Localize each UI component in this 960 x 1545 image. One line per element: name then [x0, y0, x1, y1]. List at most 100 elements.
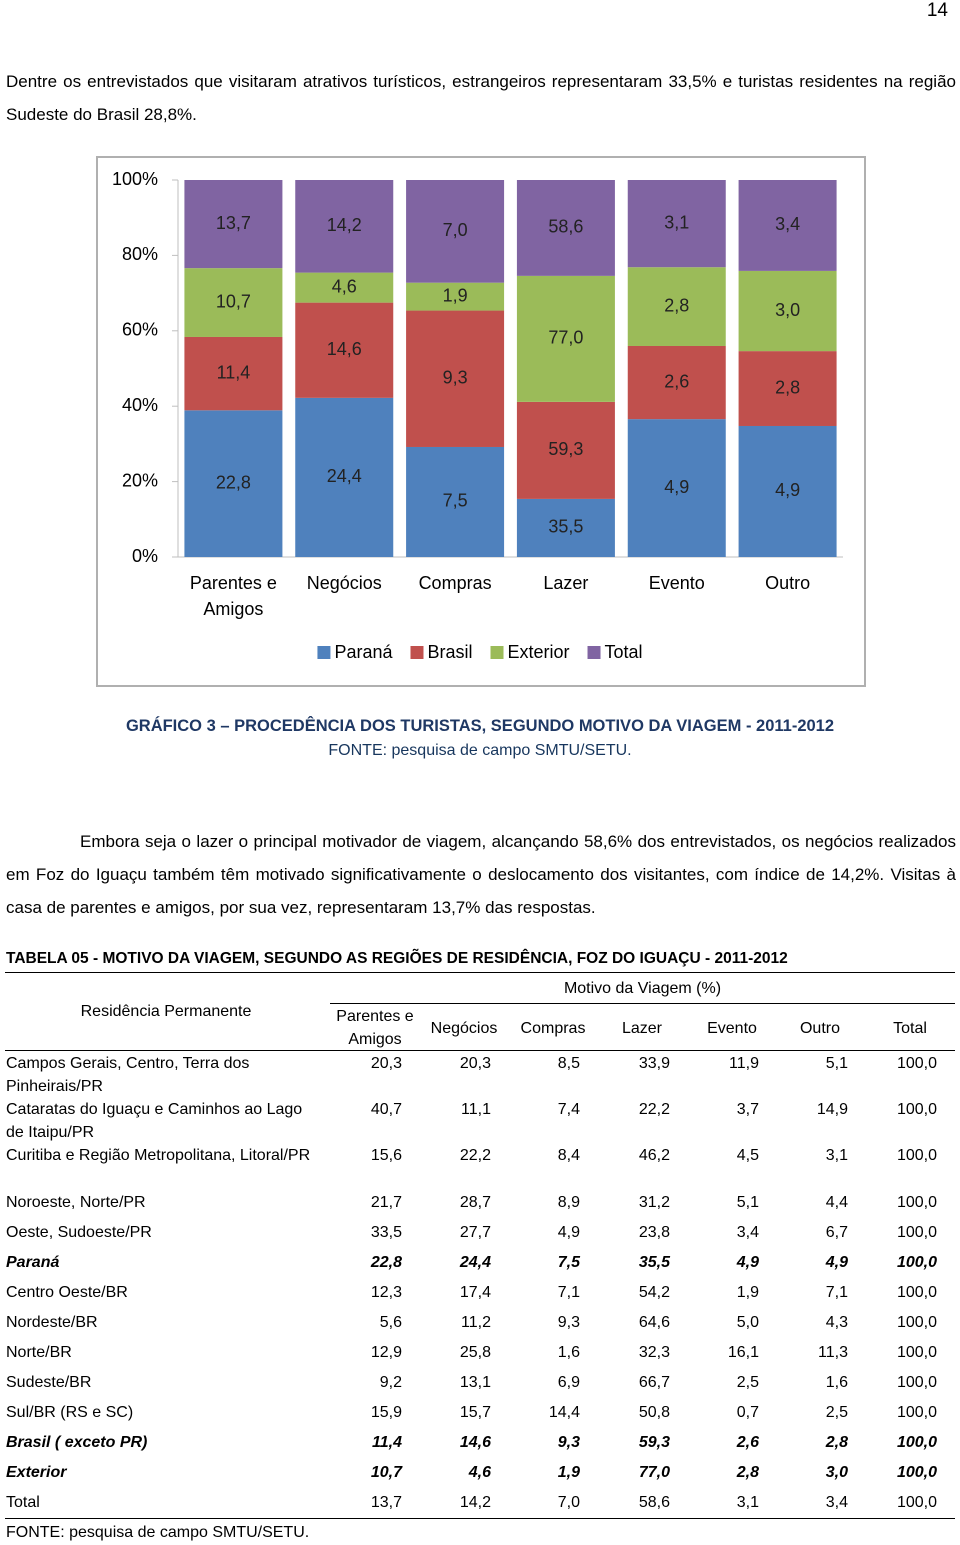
value-label: 14,2 [327, 215, 362, 235]
column-header: Lazer [621, 1020, 663, 1037]
cell-value: 15,9 [370, 1404, 402, 1421]
bar-segment [406, 282, 505, 311]
y-tick-label: 40% [122, 395, 158, 415]
cell-value: 100,0 [896, 1194, 937, 1211]
row-label: Norte/BR [6, 1344, 72, 1361]
cell-value: 3,1 [825, 1147, 848, 1164]
column-header: Negócios [430, 1020, 498, 1037]
value-label: 58,6 [548, 217, 583, 237]
cell-value: 11,4 [372, 1434, 402, 1451]
cell-value: 100,0 [896, 1464, 937, 1481]
bar-segment [738, 351, 837, 426]
value-label: 4,9 [664, 477, 689, 497]
cell-value: 54,2 [638, 1284, 670, 1301]
bar-segment [627, 267, 726, 346]
cell-value: 7,1 [557, 1284, 580, 1301]
bar-segment [295, 397, 394, 557]
cell-value: 31,2 [638, 1194, 670, 1211]
legend-label: Paraná [334, 642, 393, 662]
bar-segment [295, 180, 394, 273]
cell-value: 100,0 [896, 1055, 937, 1072]
value-label: 4,9 [775, 480, 800, 500]
cell-value: 2,6 [736, 1434, 759, 1451]
cell-value: 4,5 [736, 1147, 759, 1164]
cell-value: 8,9 [557, 1194, 580, 1211]
bar-segment [738, 180, 837, 271]
cell-value: 1,6 [825, 1374, 848, 1391]
value-label: 77,0 [548, 328, 583, 348]
cell-value: 8,4 [557, 1147, 580, 1164]
value-label: 3,1 [664, 212, 689, 232]
cell-value: 100,0 [896, 1101, 937, 1118]
legend-swatch [317, 646, 331, 659]
row-label: Noroeste, Norte/PR [6, 1194, 146, 1211]
rule [5, 972, 955, 973]
page-number: 14 [926, 0, 948, 21]
cell-value: 8,5 [557, 1055, 580, 1072]
row-label: Paraná [6, 1254, 60, 1271]
cell-value: 9,3 [557, 1434, 580, 1451]
cell-value: 17,4 [459, 1284, 491, 1301]
rule [5, 1050, 955, 1051]
cell-value: 3,4 [736, 1224, 759, 1241]
x-tick-label: Compras [418, 573, 492, 593]
cell-value: 1,6 [557, 1344, 580, 1361]
cell-value: 25,8 [459, 1344, 491, 1361]
bar-segment [627, 180, 726, 268]
cell-value: 11,3 [818, 1344, 848, 1361]
rule [330, 1003, 955, 1004]
cell-value: 3,7 [736, 1101, 759, 1118]
x-tick-label: Outro [765, 573, 811, 593]
cell-value: 77,0 [638, 1464, 670, 1481]
cell-value: 100,0 [896, 1284, 937, 1301]
value-label: 1,9 [443, 285, 468, 305]
legend-swatch [410, 646, 424, 659]
value-label: 24,4 [327, 466, 362, 486]
y-tick-label: 60% [122, 320, 158, 340]
cell-value: 7,4 [557, 1101, 580, 1118]
cell-value: 11,1 [461, 1101, 491, 1118]
chart: 0% 20% 40% 60% 80% 100% 22,8 11,4 10,7 13,7 24,4 14… [96, 156, 866, 687]
cell-value: 3,0 [825, 1464, 848, 1481]
y-tick-label: 80% [122, 244, 158, 264]
cell-value: 22,8 [370, 1254, 402, 1271]
row-label: Sul/BR (RS e SC) [6, 1404, 134, 1421]
cell-value: 100,0 [896, 1434, 937, 1451]
cell-value: 1,9 [557, 1464, 580, 1481]
cell-value: 28,7 [459, 1194, 491, 1211]
column-header: Outro [799, 1020, 840, 1037]
value-label: 7,5 [443, 491, 468, 511]
legend-label: Brasil [427, 642, 472, 662]
cell-value: 5,0 [736, 1314, 759, 1331]
cell-value: 40,7 [370, 1101, 402, 1118]
cell-value: 4,9 [825, 1254, 848, 1271]
cell-value: 20,3 [370, 1055, 402, 1072]
y-tick-label: 100% [112, 169, 158, 189]
cell-value: 35,5 [638, 1254, 670, 1271]
row-label: Centro Oeste/BR [6, 1284, 128, 1301]
cell-value: 3,1 [736, 1494, 759, 1511]
cell-value: 2,8 [825, 1434, 848, 1451]
row-label: Cataratas do Iguaçu e Caminhos ao Lago d… [6, 1101, 303, 1141]
value-label: 3,4 [775, 214, 800, 234]
value-label: 11,4 [217, 362, 251, 382]
bar-segment [738, 425, 837, 557]
cell-value: 59,3 [638, 1434, 670, 1451]
cell-value: 21,7 [370, 1194, 402, 1211]
cell-value: 4,4 [825, 1194, 848, 1211]
cell-value: 12,9 [370, 1344, 402, 1361]
bar-segment [516, 498, 615, 557]
cell-value: 22,2 [459, 1147, 491, 1164]
cell-value: 100,0 [896, 1494, 937, 1511]
cell-value: 23,8 [638, 1224, 670, 1241]
cell-value: 0,7 [736, 1404, 759, 1421]
paragraph: Dentre os entrevistados que visitaram at… [6, 72, 956, 124]
cell-value: 100,0 [896, 1254, 937, 1271]
row-label: Campos Gerais, Centro, Terra dos Pinheir… [6, 1055, 250, 1095]
bar-segment [184, 336, 283, 411]
x-tick-label: Lazer [543, 573, 589, 593]
row-label: Exterior [6, 1464, 67, 1481]
cell-value: 1,9 [736, 1284, 759, 1301]
column-header: Compras [520, 1020, 586, 1037]
